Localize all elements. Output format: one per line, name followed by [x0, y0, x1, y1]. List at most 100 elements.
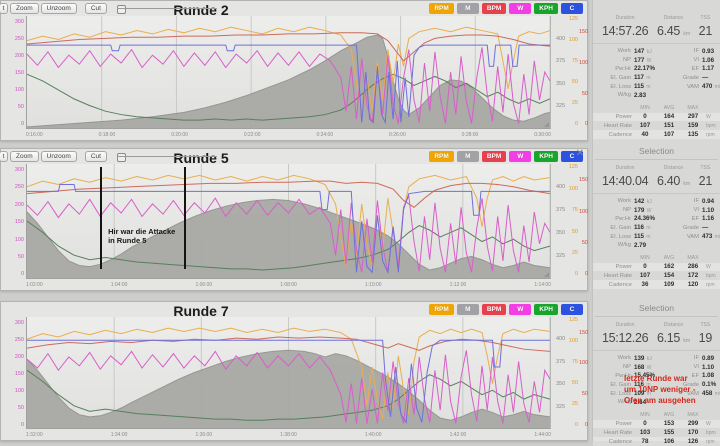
metric-list: Work 142 kJ IF 0.94 NP 179 W VI 1.10 Pw:Hr 24.36%… — [593, 197, 720, 250]
tss-value: 19 — [698, 331, 713, 345]
legend-c-button[interactable]: C — [561, 151, 583, 162]
time-tick: 1:04:00 — [110, 281, 128, 288]
heartrate-tick: 100 — [579, 208, 589, 215]
legend-w-button[interactable]: W — [509, 304, 532, 315]
metric-unit: m/h — [714, 391, 720, 398]
time-tick: 1:42:00 — [449, 431, 467, 438]
zoom-button[interactable]: Zoom — [10, 3, 39, 14]
close-icon[interactable]: ✕ — [575, 148, 584, 159]
minmax-row: Heart Rate 107 151 159 bpm — [593, 121, 720, 130]
chart-canvas[interactable] — [26, 16, 551, 129]
legend-m-button[interactable]: M — [456, 3, 479, 14]
legend-kph-button[interactable]: KPH — [534, 151, 558, 162]
legend-w-button[interactable]: W — [509, 3, 532, 14]
metric-row: Work 147 kJ IF 0.93 — [593, 47, 720, 56]
legend-kph-button[interactable]: KPH — [534, 304, 558, 315]
power-tick: 100 — [14, 236, 24, 243]
metric-label: El. Gain — [610, 74, 631, 81]
metric-label: Work — [617, 48, 631, 55]
chart-window-runde-5: ✕ t Zoom Unzoom Cut Runde 5 RPM M BPM W KPH C… — [0, 148, 588, 291]
max-value: 120 — [687, 281, 699, 289]
distance-label: Distance — [663, 165, 684, 171]
duration-label: Duration — [615, 322, 635, 328]
legend-bpm-button[interactable]: BPM — [481, 304, 507, 315]
cut-button[interactable]: Cut — [84, 3, 107, 14]
legend-c-button[interactable]: C — [561, 304, 583, 315]
channel-label: Cadence — [608, 131, 632, 138]
cadence-tick: 75 — [571, 359, 578, 366]
heartrate-tick: 50 — [581, 90, 588, 97]
metric-row: Pw:Hr 15.45% EF 1.08 — [593, 372, 720, 381]
speed-line — [27, 221, 550, 270]
avg-value: 109 — [663, 281, 675, 289]
minmax-row: Heart Rate 107 154 172 bpm — [593, 271, 720, 280]
metric-label: VAM — [686, 83, 699, 90]
zoom-slider[interactable] — [116, 4, 217, 14]
slider-handle-icon[interactable] — [116, 153, 126, 162]
channel-unit: W — [706, 113, 711, 120]
unzoom-button[interactable]: Unzoom — [40, 151, 77, 162]
zoom-slider[interactable] — [116, 152, 217, 162]
cadence-tick: 50 — [571, 228, 578, 235]
metric-label: El. Loss — [610, 390, 631, 397]
legend-rpm-button[interactable]: RPM — [429, 3, 454, 14]
legend-c-button[interactable]: C — [561, 3, 583, 14]
duration-label: Duration — [615, 15, 635, 21]
cropped-button[interactable]: t — [0, 3, 8, 14]
legend-kph-button[interactable]: KPH — [534, 3, 558, 14]
legend-bpm-button[interactable]: BPM — [481, 3, 507, 14]
metric-label: Pw:Hr — [615, 65, 631, 72]
channel-label: Cadence — [608, 438, 632, 445]
metric-label: W/kg — [617, 242, 631, 249]
metric-list: Work 139 kJ IF 0.89 NP 168 W VI 1.10 Pw:Hr 15.45%… — [593, 354, 720, 407]
chart-canvas[interactable]: Hir war die Attacke in Runde 5 — [26, 164, 551, 279]
metric-row: W/kg 2.79 — [593, 241, 720, 250]
elevation-tick: 325 — [556, 403, 566, 410]
elevation-tick: 350 — [556, 80, 566, 87]
cropped-button[interactable]: t — [0, 151, 8, 162]
metric-value: 116 m — [634, 224, 651, 232]
legend-rpm-button[interactable]: RPM — [429, 151, 454, 162]
cadence-axis: 125 100 75 50 25 0 — [564, 317, 578, 429]
minmax-row: Heart Rate 103 155 170 bpm — [593, 428, 720, 437]
unzoom-button[interactable]: Unzoom — [40, 3, 77, 14]
legend-rpm-button[interactable]: RPM — [429, 304, 454, 315]
cadence-tick: 75 — [571, 207, 578, 214]
metric-value: 1.06 — [702, 56, 715, 64]
time-tick: 0:24:00 — [316, 131, 334, 138]
metric-row: Pw:Hr 22.17% EF 1.17 — [593, 65, 720, 74]
power-line — [27, 350, 550, 423]
power-tick: 0 — [20, 421, 24, 428]
channel-label: Cadence — [608, 281, 632, 288]
metric-label: EF — [691, 215, 699, 222]
chart-canvas[interactable] — [26, 317, 551, 429]
elevation-axis: 400 375 350 325 — [556, 16, 570, 129]
summary-row: Duration 15:12.26 Distance 6.15 km TSS 19 — [593, 320, 720, 351]
resize-handle-icon[interactable] — [544, 272, 549, 277]
stats-sidebar: Duration 14:57.26 Distance 6.45 km TSS 21 W… — [592, 0, 720, 446]
cadence-tick: 25 — [571, 400, 578, 407]
slider-handle-icon[interactable] — [116, 5, 126, 14]
time-tick: 1:02:00 — [26, 281, 43, 288]
cut-button[interactable]: Cut — [84, 151, 107, 162]
resize-handle-icon[interactable] — [544, 122, 549, 127]
column-header: MAX — [687, 412, 699, 419]
legend-m-button[interactable]: M — [456, 151, 479, 162]
distance-value: 6.45 km — [656, 24, 690, 38]
metric-value: 22.17% — [634, 65, 655, 73]
heartrate-tick: 50 — [581, 239, 588, 246]
minmax-header-row: MIN AVG MAX — [593, 411, 720, 420]
duration-value: 14:40.04 — [602, 174, 649, 188]
slider-track — [116, 156, 217, 157]
avg-value: 107 — [663, 131, 675, 139]
metric-label: El. Gain — [610, 381, 631, 388]
tss-label: TSS — [700, 15, 711, 21]
metric-unit: kJ — [645, 48, 652, 55]
metric-label: IF — [693, 48, 699, 55]
legend-w-button[interactable]: W — [509, 151, 532, 162]
metric-label: El. Gain — [610, 224, 631, 231]
legend-m-button[interactable]: M — [456, 304, 479, 315]
zoom-button[interactable]: Zoom — [10, 151, 39, 162]
cadence-line — [27, 27, 550, 117]
legend-bpm-button[interactable]: BPM — [481, 151, 507, 162]
